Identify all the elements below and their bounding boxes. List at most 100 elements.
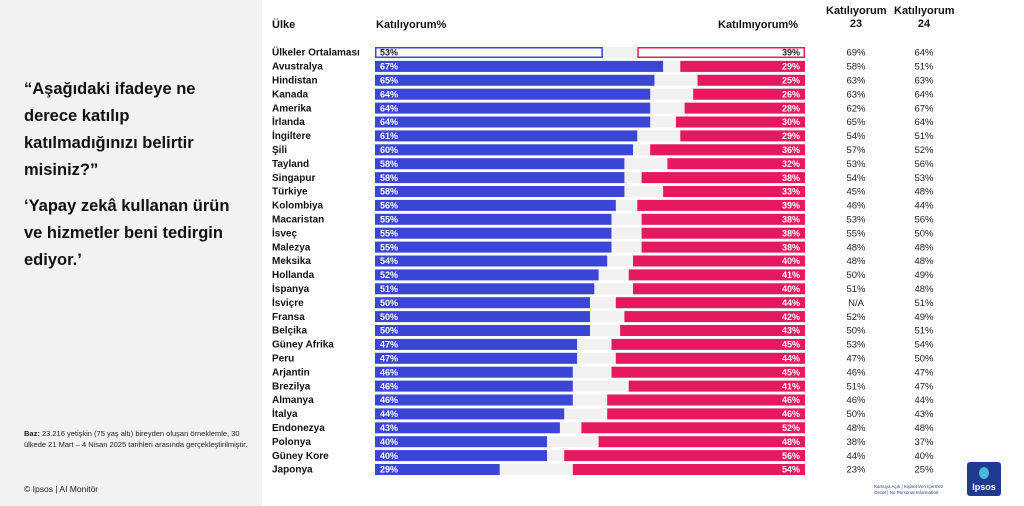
agree-bar (375, 199, 616, 211)
agree-23-value: 53% (846, 215, 866, 226)
country-label: Fransa (272, 312, 305, 323)
agree-23-value: 53% (846, 340, 866, 351)
disagree-value: 43% (782, 326, 800, 336)
disagree-bar (650, 144, 805, 156)
disagree-bar (663, 186, 805, 197)
country-label: İrlanda (272, 115, 305, 128)
country-label: İspanya (272, 282, 310, 295)
disagree-bar (611, 366, 805, 378)
disagree-value: 29% (782, 62, 800, 72)
agree-bar (375, 158, 625, 170)
agree-value: 50% (380, 312, 398, 322)
agree-23-value: 51% (846, 284, 866, 295)
country-label: Avustralya (272, 62, 323, 73)
agree-24-value: 63% (914, 76, 934, 87)
neutral-bar (375, 394, 805, 406)
agree-23-value: 62% (846, 103, 866, 114)
neutral-bar (375, 338, 805, 350)
agree-bar (375, 213, 612, 225)
agree-value: 52% (380, 270, 398, 280)
header-disagree: Katılmıyorum% (718, 19, 799, 31)
disagree-bar (624, 311, 805, 323)
agree-value: 58% (380, 187, 398, 197)
agree-bar (375, 172, 625, 184)
country-label: İngiltere (272, 129, 311, 142)
disagree-value: 29% (782, 131, 800, 141)
header-agree-24: Katılıyorum 24 (894, 5, 955, 31)
disagree-value: 41% (782, 270, 800, 280)
header-agree-24-year: 24 (917, 18, 931, 30)
agree-24-value: 50% (914, 354, 934, 365)
agree-24-value: 47% (914, 381, 934, 392)
country-label: Hollanda (272, 270, 315, 281)
agree-bar (375, 255, 608, 267)
agree-23-value: 69% (846, 48, 866, 59)
disagree-bar (680, 60, 805, 72)
agree-bar (375, 380, 573, 392)
disagree-bar (641, 241, 805, 253)
agree-value: 67% (380, 62, 398, 72)
agree-value: 64% (380, 117, 398, 127)
agree-24-value: 47% (914, 367, 934, 378)
disagree-bar (607, 394, 805, 406)
disagree-value: 42% (782, 312, 800, 322)
agree-bar (375, 116, 651, 128)
header-agree-24-label: Katılıyorum (894, 5, 955, 17)
agree-24-value: 51% (914, 298, 934, 309)
disagree-bar (607, 408, 805, 420)
agree-bar (375, 464, 500, 475)
agree-23-value: 50% (846, 326, 866, 337)
disagree-bar (564, 450, 805, 462)
disagree-value: 38% (782, 215, 800, 225)
agree-value: 55% (380, 215, 398, 225)
agree-23-value: 46% (846, 367, 866, 378)
base-note: Baz: 23.216 yetişkin (75 yaş altı) birey… (24, 428, 249, 450)
disagree-value: 44% (782, 354, 800, 364)
agree-value: 61% (380, 131, 398, 141)
disagree-bar (693, 88, 805, 100)
agree-23-value: 57% (846, 145, 866, 156)
disagree-bar (667, 158, 805, 170)
agree-23-value: 65% (846, 117, 866, 128)
disagree-bar (581, 422, 805, 434)
disagree-value: 48% (782, 437, 800, 447)
agree-value: 56% (380, 201, 398, 211)
agree-value: 58% (380, 173, 398, 183)
disagree-bar (676, 116, 805, 128)
agree-24-value: 37% (914, 437, 934, 448)
header-agree: Katılıyorum% (376, 19, 447, 31)
neutral-bar (375, 366, 805, 378)
agree-24-value: 64% (914, 48, 934, 59)
agree-24-value: 51% (914, 326, 934, 337)
agree-24-value: 50% (914, 228, 934, 239)
disagree-bar (637, 199, 805, 211)
agree-bar (375, 408, 565, 420)
disagree-bar (641, 213, 805, 225)
agree-bar (375, 269, 599, 281)
agree-value: 65% (380, 76, 398, 86)
agree-value: 40% (380, 451, 398, 461)
agree-24-value: 64% (914, 89, 934, 100)
agree-bar (375, 422, 560, 434)
disagree-bar (598, 436, 805, 448)
disagree-value: 36% (782, 145, 800, 155)
country-label: Meksika (272, 256, 311, 267)
agree-bar (375, 186, 625, 197)
agree-24-value: 48% (914, 423, 934, 434)
agree-24-value: 54% (914, 340, 934, 351)
header-agree-23: Katılıyorum 23 (826, 5, 887, 31)
disagree-bar (628, 269, 805, 281)
country-label: Güney Afrika (272, 340, 334, 351)
agree-value: 46% (380, 381, 398, 391)
agree-23-value: 52% (846, 312, 866, 323)
agree-value: 46% (380, 395, 398, 405)
agree-bar (375, 394, 573, 406)
country-label: İsviçre (272, 296, 304, 309)
country-label: Amerika (272, 103, 312, 114)
agree-23-value: 63% (846, 89, 866, 100)
disagree-bar (620, 325, 805, 336)
agree-value: 50% (380, 326, 398, 336)
logo-mark-icon (979, 467, 989, 479)
disagree-value: 41% (782, 381, 800, 391)
